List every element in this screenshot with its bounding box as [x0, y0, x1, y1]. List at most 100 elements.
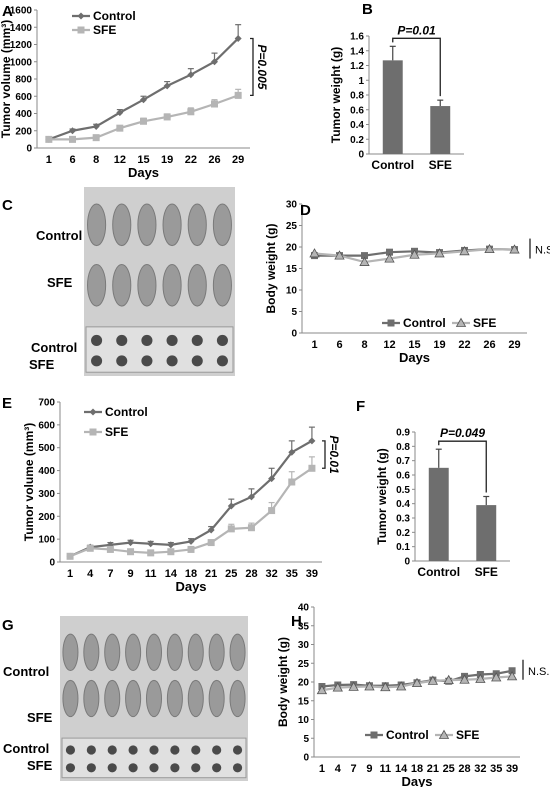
data-point [147, 540, 155, 548]
x-tick-label: SFE [429, 158, 452, 172]
tumor-icon [116, 355, 128, 367]
y-tick-label: 10 [298, 715, 310, 726]
y-tick-label: 5 [291, 307, 297, 318]
mouse-icon [83, 633, 100, 671]
y-tick-label: 1000 [10, 57, 33, 68]
data-point [359, 256, 370, 266]
x-tick-label: 6 [336, 339, 342, 351]
x-tick-label: 28 [245, 568, 257, 580]
mouse-icon [212, 263, 232, 307]
x-tick-label: 4 [87, 568, 94, 580]
tumor-icon [65, 745, 76, 755]
tumor-icon [149, 745, 159, 755]
y-tick-label: 0 [49, 558, 55, 569]
x-tick-label: 8 [361, 339, 367, 351]
y-tick-label: 20 [286, 243, 298, 254]
mouse-icon [145, 679, 163, 718]
y-tick-label: 0.2 [396, 528, 410, 539]
tumor-icon [116, 334, 128, 347]
x-tick-label: 6 [69, 154, 75, 166]
x-tick-label: SFE [475, 565, 498, 579]
bar [428, 467, 449, 561]
tumor-icon [128, 745, 138, 755]
tumor-icon [232, 745, 243, 755]
y-tick-label: 35 [298, 621, 310, 632]
y-tick-label: 200 [15, 126, 32, 137]
row-label: Control [36, 228, 82, 243]
data-point [140, 117, 147, 125]
mouse-icon [187, 679, 204, 718]
y-tick-label: 0 [303, 753, 309, 764]
y-tick-label: 10 [286, 286, 298, 297]
data-point [167, 548, 175, 556]
x-tick-label: 22 [185, 154, 197, 166]
data-point [484, 243, 495, 254]
x-tick-label: 28 [458, 763, 470, 775]
data-point [116, 109, 124, 117]
x-tick-label: 19 [161, 154, 173, 166]
data-point [509, 244, 520, 254]
tumor-icon [191, 334, 203, 347]
x-tick-label: 32 [265, 568, 277, 580]
data-point [308, 437, 316, 445]
y-tick-label: 40 [298, 603, 310, 614]
data-point [69, 127, 76, 135]
y-tick-label: 25 [298, 659, 310, 670]
annotation: P=0.005 [255, 44, 269, 89]
y-tick-label: 0.8 [350, 91, 364, 102]
legend-marker [438, 729, 450, 739]
y-tick-label: 0.4 [350, 120, 364, 131]
x-tick-label: 12 [114, 154, 126, 166]
tumor-icon [141, 355, 153, 367]
data-point [187, 545, 195, 553]
y-tick-label: 400 [15, 109, 32, 120]
y-axis-label: Body weight (g) [264, 224, 278, 314]
data-point [459, 674, 470, 684]
panel-C: Control SFE Control SFE C [2, 187, 235, 376]
tumor-icon [166, 355, 178, 367]
x-tick-label: Control [371, 158, 414, 172]
data-point [207, 526, 215, 534]
data-point [69, 135, 76, 143]
y-tick-label: 25 [286, 221, 298, 232]
data-point [106, 545, 114, 553]
y-tick-label: 1.6 [350, 32, 364, 43]
y-tick-label: 1.4 [350, 46, 364, 57]
legend-label: Control [105, 405, 148, 419]
data-point [127, 539, 135, 547]
annotation: N.S. [535, 245, 550, 257]
data-point [309, 248, 320, 258]
tumor-icon [86, 745, 96, 755]
tumor-tray [85, 326, 234, 373]
panel-D: 0 5 10 15 20 25 30 1 6 8 12 15 19 22 26 29 Days Body weig… [264, 200, 550, 366]
data-point [475, 673, 486, 683]
x-axis-label: Days [128, 165, 159, 180]
row-label: Control [3, 664, 49, 679]
data-point [268, 475, 276, 483]
panel-letter: C [2, 197, 13, 214]
y-tick-label: 30 [286, 200, 298, 211]
x-tick-label: 35 [286, 568, 298, 580]
x-tick-label: 8 [93, 154, 99, 166]
legend-label: Control [93, 9, 136, 23]
tumor-icon [170, 745, 180, 755]
bar [382, 60, 403, 154]
y-tick-label: 1.2 [350, 61, 364, 72]
y-tick-label: 300 [38, 489, 55, 500]
data-point [380, 681, 391, 692]
y-tick-label: 0.9 [396, 428, 410, 439]
x-tick-label: 15 [137, 154, 149, 166]
x-tick-label: 9 [127, 568, 133, 580]
data-point [92, 134, 100, 142]
row-label: SFE [29, 357, 55, 372]
y-tick-label: 600 [15, 92, 32, 103]
legend-marker [77, 26, 85, 34]
panel-B: 0 0.2 0.4 0.6 0.8 1 1.2 1.4 1.6 Control SFE Tumor w… [329, 1, 464, 172]
y-tick-label: 0.2 [350, 135, 364, 146]
data-point [163, 113, 171, 121]
y-tick-label: 100 [38, 535, 55, 546]
data-point [384, 253, 395, 263]
panel-letter: E [2, 395, 12, 412]
data-point [234, 91, 242, 99]
tumor-icon [166, 334, 178, 347]
